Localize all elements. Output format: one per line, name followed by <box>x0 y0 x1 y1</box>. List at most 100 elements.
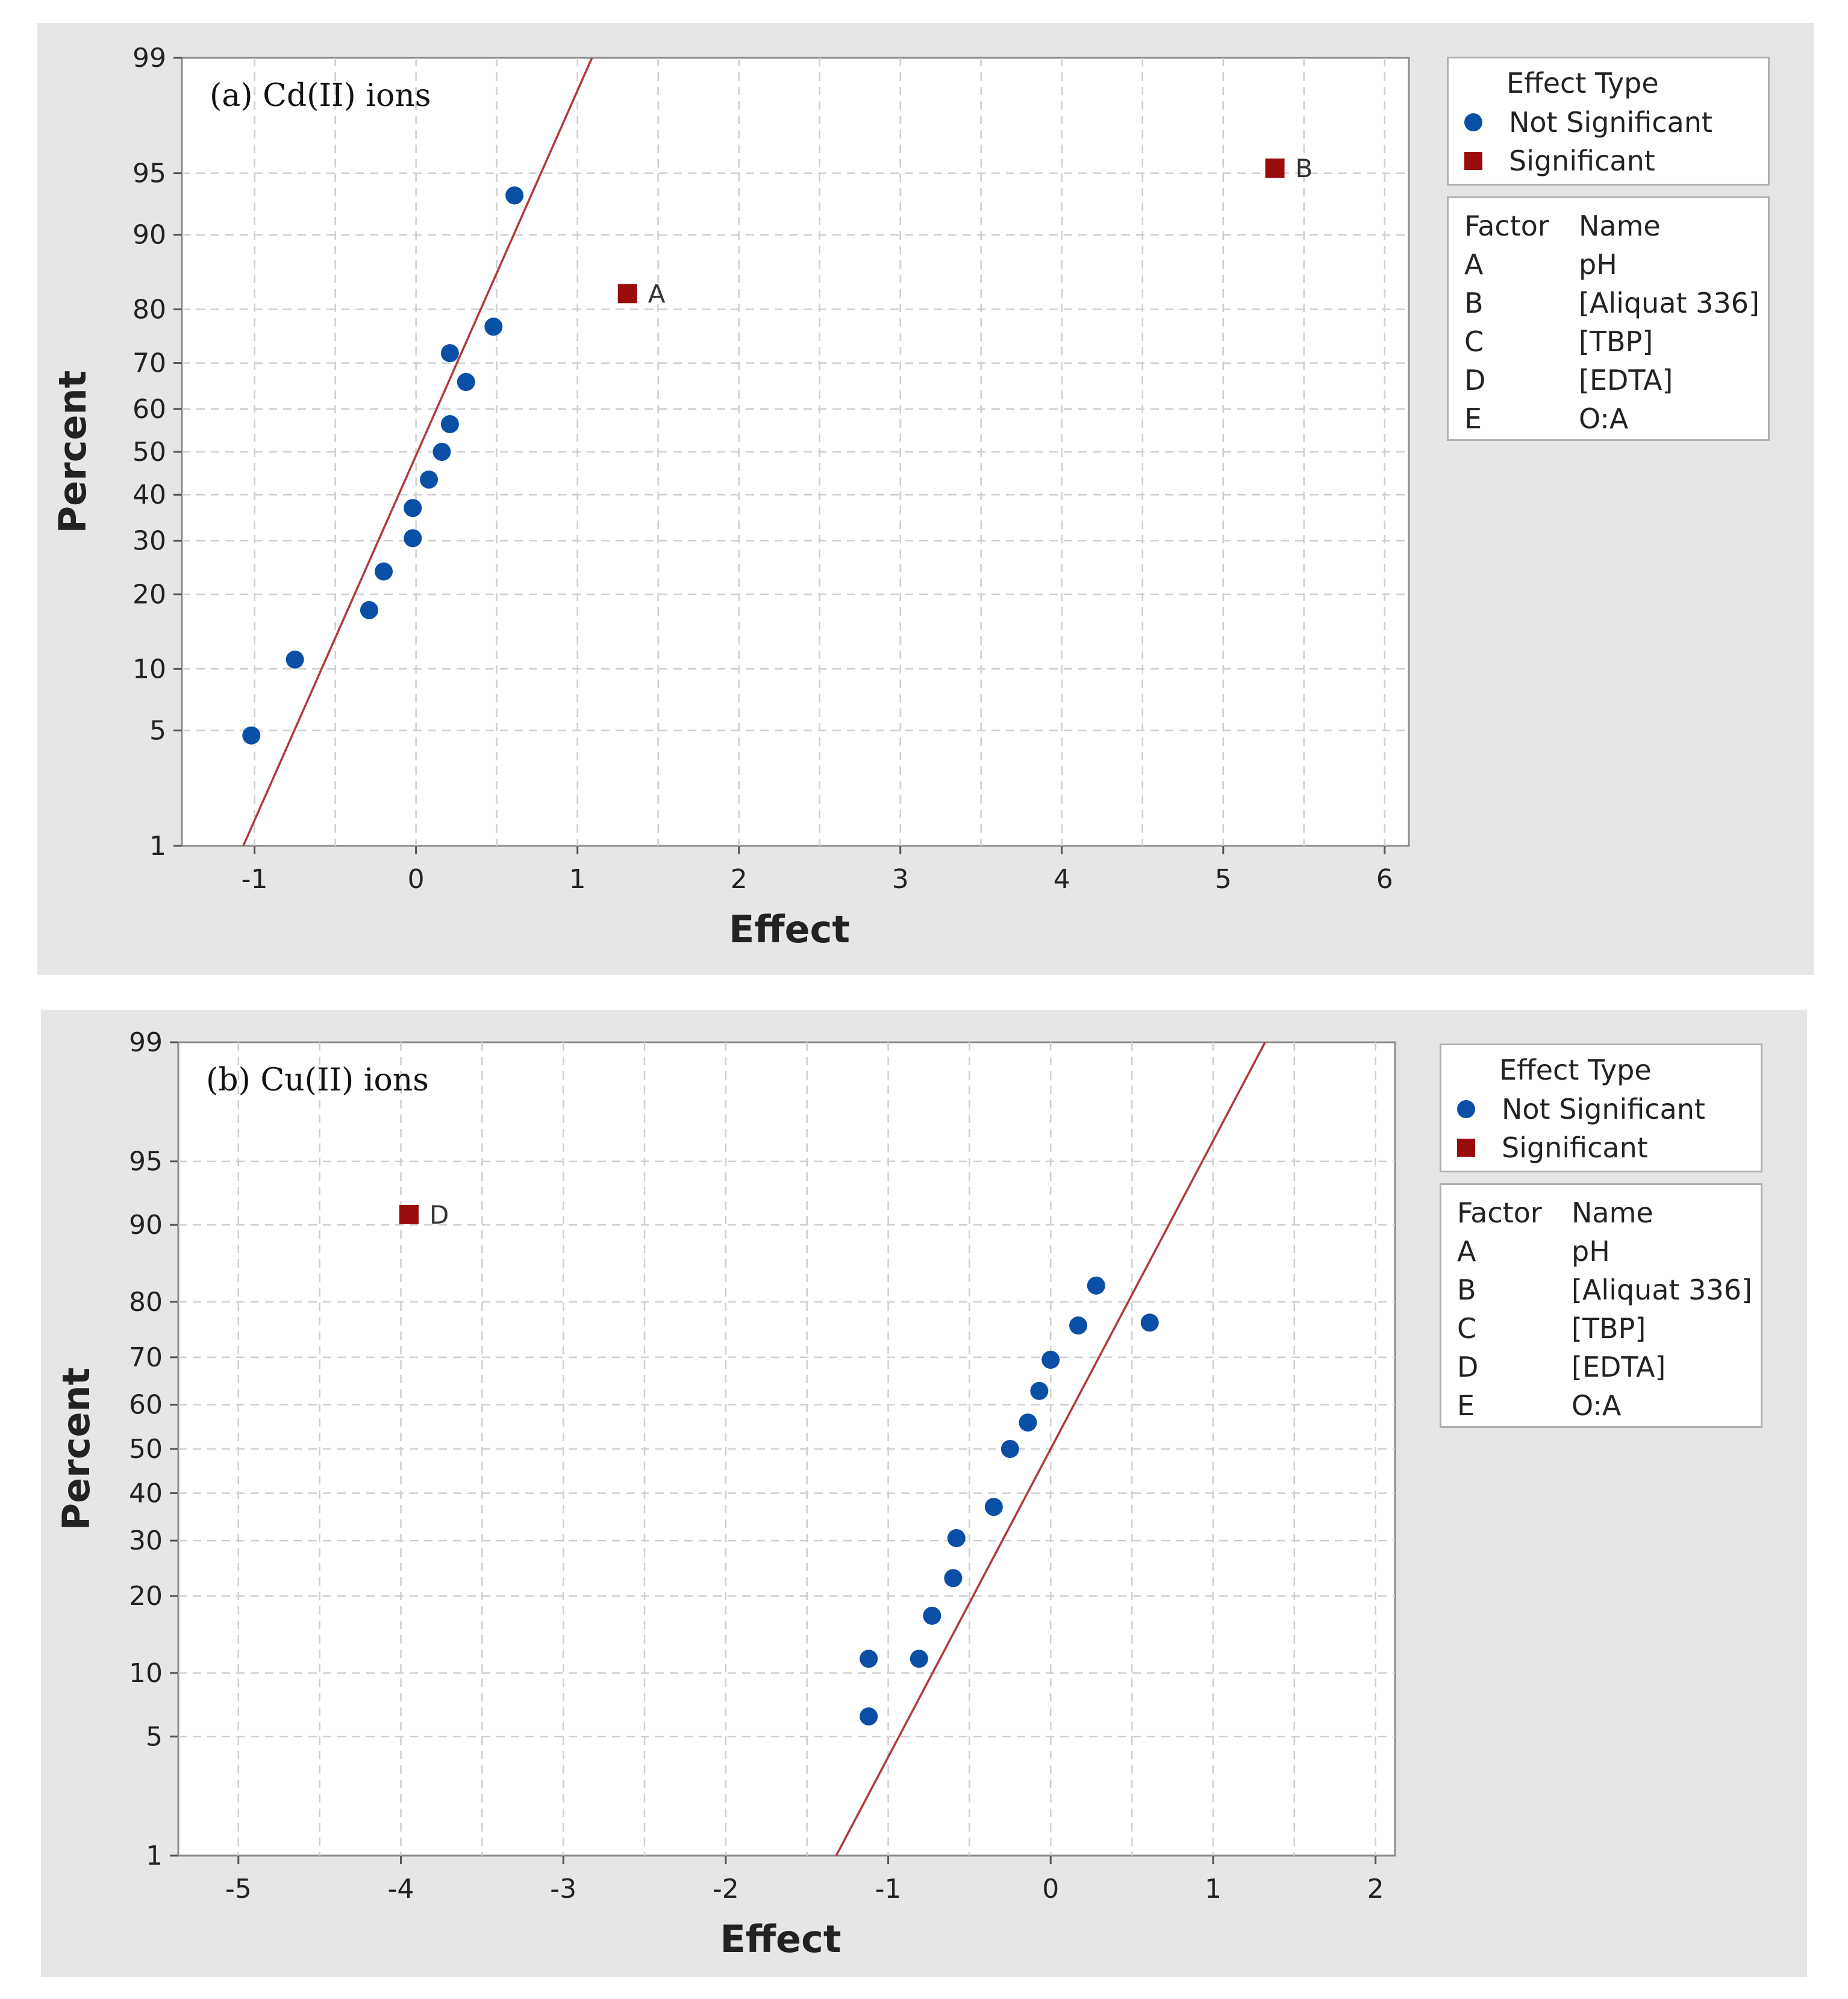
x-tick-label: 2 <box>1367 1874 1384 1904</box>
factor-header: Factor <box>1457 1197 1542 1229</box>
x-tick-label: -1 <box>242 864 268 895</box>
not-significant-point <box>1000 1440 1019 1458</box>
x-tick-label: 6 <box>1376 864 1393 895</box>
x-tick-label: -5 <box>225 1874 252 1904</box>
legend-significant-label: Significant <box>1509 145 1655 177</box>
factor-name: [EDTA] <box>1579 364 1673 396</box>
y-tick-label: 30 <box>129 1525 163 1556</box>
y-axis-title: Percent <box>51 371 95 534</box>
factor-code: C <box>1464 325 1484 358</box>
y-tick-label: 60 <box>129 1389 163 1420</box>
not-significant-point <box>432 443 451 461</box>
factor-name: O:A <box>1579 402 1629 435</box>
not-significant-point <box>910 1650 928 1668</box>
not-significant-point <box>1069 1316 1088 1335</box>
not-significant-point <box>1087 1276 1105 1295</box>
plot-b: -5 -4 -3 -2 -1 0 1 2 1 5 10 20 30 40 50 60 70 80 90 95 99 Eff… <box>54 1027 1396 1961</box>
legend-not-significant: Not Significant <box>1441 1090 1761 1128</box>
significant-point <box>399 1204 419 1224</box>
x-tick-label: 1 <box>569 864 586 895</box>
y-tick-label: 30 <box>133 525 166 556</box>
factor-code: C <box>1457 1312 1477 1345</box>
legend-not-significant-label: Not Significant <box>1509 106 1712 139</box>
x-tick-label: 4 <box>1054 864 1070 895</box>
not-significant-point <box>944 1569 963 1588</box>
factor-name: [Aliquat 336] <box>1579 287 1759 319</box>
not-significant-point <box>860 1650 878 1668</box>
factor-table: Factor Name A pH B [Aliquat 336] C [TBP]… <box>1441 1185 1761 1433</box>
significant-point <box>617 284 637 304</box>
legend-not-significant: Not Significant <box>1449 103 1768 142</box>
chart-panel-b: -5 -4 -3 -2 -1 0 1 2 1 5 10 20 30 40 50 60 70 80 90 95 99 Eff… <box>41 1010 1807 1977</box>
not-significant-point <box>440 344 459 363</box>
effect-type-title: Effect Type <box>1506 67 1659 99</box>
y-tick-label: 50 <box>133 437 166 468</box>
not-significant-point <box>1140 1313 1159 1332</box>
y-tick-label: 40 <box>129 1478 163 1509</box>
x-tick-label: 0 <box>1042 1874 1059 1904</box>
x-tick-label: 2 <box>731 864 748 895</box>
not-significant-point <box>1030 1381 1049 1400</box>
factor-code: B <box>1457 1274 1476 1306</box>
not-significant-point <box>947 1529 966 1547</box>
legend-significant: Significant <box>1441 1128 1761 1167</box>
y-tick-label: 10 <box>133 654 166 684</box>
not-significant-point <box>923 1606 941 1625</box>
y-tick-label: 95 <box>129 1147 163 1177</box>
fit-line <box>835 1042 1266 1856</box>
x-tick-label: 3 <box>892 864 909 895</box>
y-tick-label: 99 <box>129 1027 163 1058</box>
factor-code: E <box>1457 1389 1475 1422</box>
not-significant-point <box>286 650 304 669</box>
factor-code: A <box>1464 248 1484 281</box>
y-tick-label: 90 <box>129 1210 163 1240</box>
circle-marker-icon <box>1464 113 1482 131</box>
name-header: Name <box>1579 210 1661 242</box>
square-marker-icon <box>1464 152 1482 170</box>
y-tick-label: 95 <box>133 158 166 189</box>
not-significant-point <box>360 601 378 619</box>
y-tick-label: 1 <box>146 1841 163 1871</box>
y-tick-label: 5 <box>149 715 166 746</box>
factor-name: [EDTA] <box>1572 1351 1666 1383</box>
factor-name: [TBP] <box>1572 1312 1646 1345</box>
factor-code: B <box>1464 287 1484 319</box>
y-tick-label: 40 <box>133 480 166 510</box>
factor-name: pH <box>1579 248 1617 281</box>
y-tick-label: 90 <box>133 220 166 251</box>
x-tick-label: 5 <box>1215 864 1232 895</box>
chart-panel-a: -1 0 1 2 3 4 5 6 1 5 10 20 30 40 50 60 70 80 90 95 99 Effect P… <box>37 23 1814 975</box>
not-significant-point <box>375 562 393 581</box>
factor-name: [TBP] <box>1579 325 1653 358</box>
y-tick-label: 5 <box>146 1721 163 1752</box>
x-tick-label: 0 <box>408 864 425 895</box>
legend-not-significant-label: Not Significant <box>1502 1093 1705 1125</box>
factor-code: A <box>1457 1235 1476 1268</box>
y-tick-label: 1 <box>149 831 166 862</box>
not-significant-point <box>404 529 422 548</box>
not-significant-point <box>860 1707 878 1725</box>
panel-title: (a) Cd(II) ions <box>210 78 431 114</box>
y-tick-label: 50 <box>129 1434 163 1465</box>
x-tick-label: -4 <box>388 1874 414 1904</box>
factor-header: Factor <box>1464 210 1549 242</box>
y-tick-label: 80 <box>133 294 166 325</box>
fit-line <box>242 58 593 846</box>
x-tick-label: -2 <box>713 1874 739 1904</box>
x-axis-title: Effect <box>720 1917 841 1961</box>
y-tick-label: 10 <box>129 1658 163 1689</box>
y-axis-title: Percent <box>54 1368 98 1531</box>
factor-code: D <box>1457 1351 1479 1383</box>
not-significant-point <box>457 373 475 392</box>
factor-name: O:A <box>1572 1389 1622 1422</box>
factor-name: [Aliquat 336] <box>1572 1274 1752 1306</box>
not-significant-point <box>404 499 422 518</box>
effect-type-title: Effect Type <box>1499 1054 1652 1086</box>
not-significant-point <box>1019 1413 1037 1432</box>
y-tick-label: 80 <box>129 1287 163 1318</box>
panel-title: (b) Cu(II) ions <box>206 1062 429 1098</box>
x-tick-label: 1 <box>1205 1874 1222 1904</box>
name-header: Name <box>1572 1197 1653 1229</box>
factor-table: Factor Name A pH B [Aliquat 336] C [TBP]… <box>1449 198 1768 446</box>
y-tick-label: 70 <box>133 348 166 379</box>
